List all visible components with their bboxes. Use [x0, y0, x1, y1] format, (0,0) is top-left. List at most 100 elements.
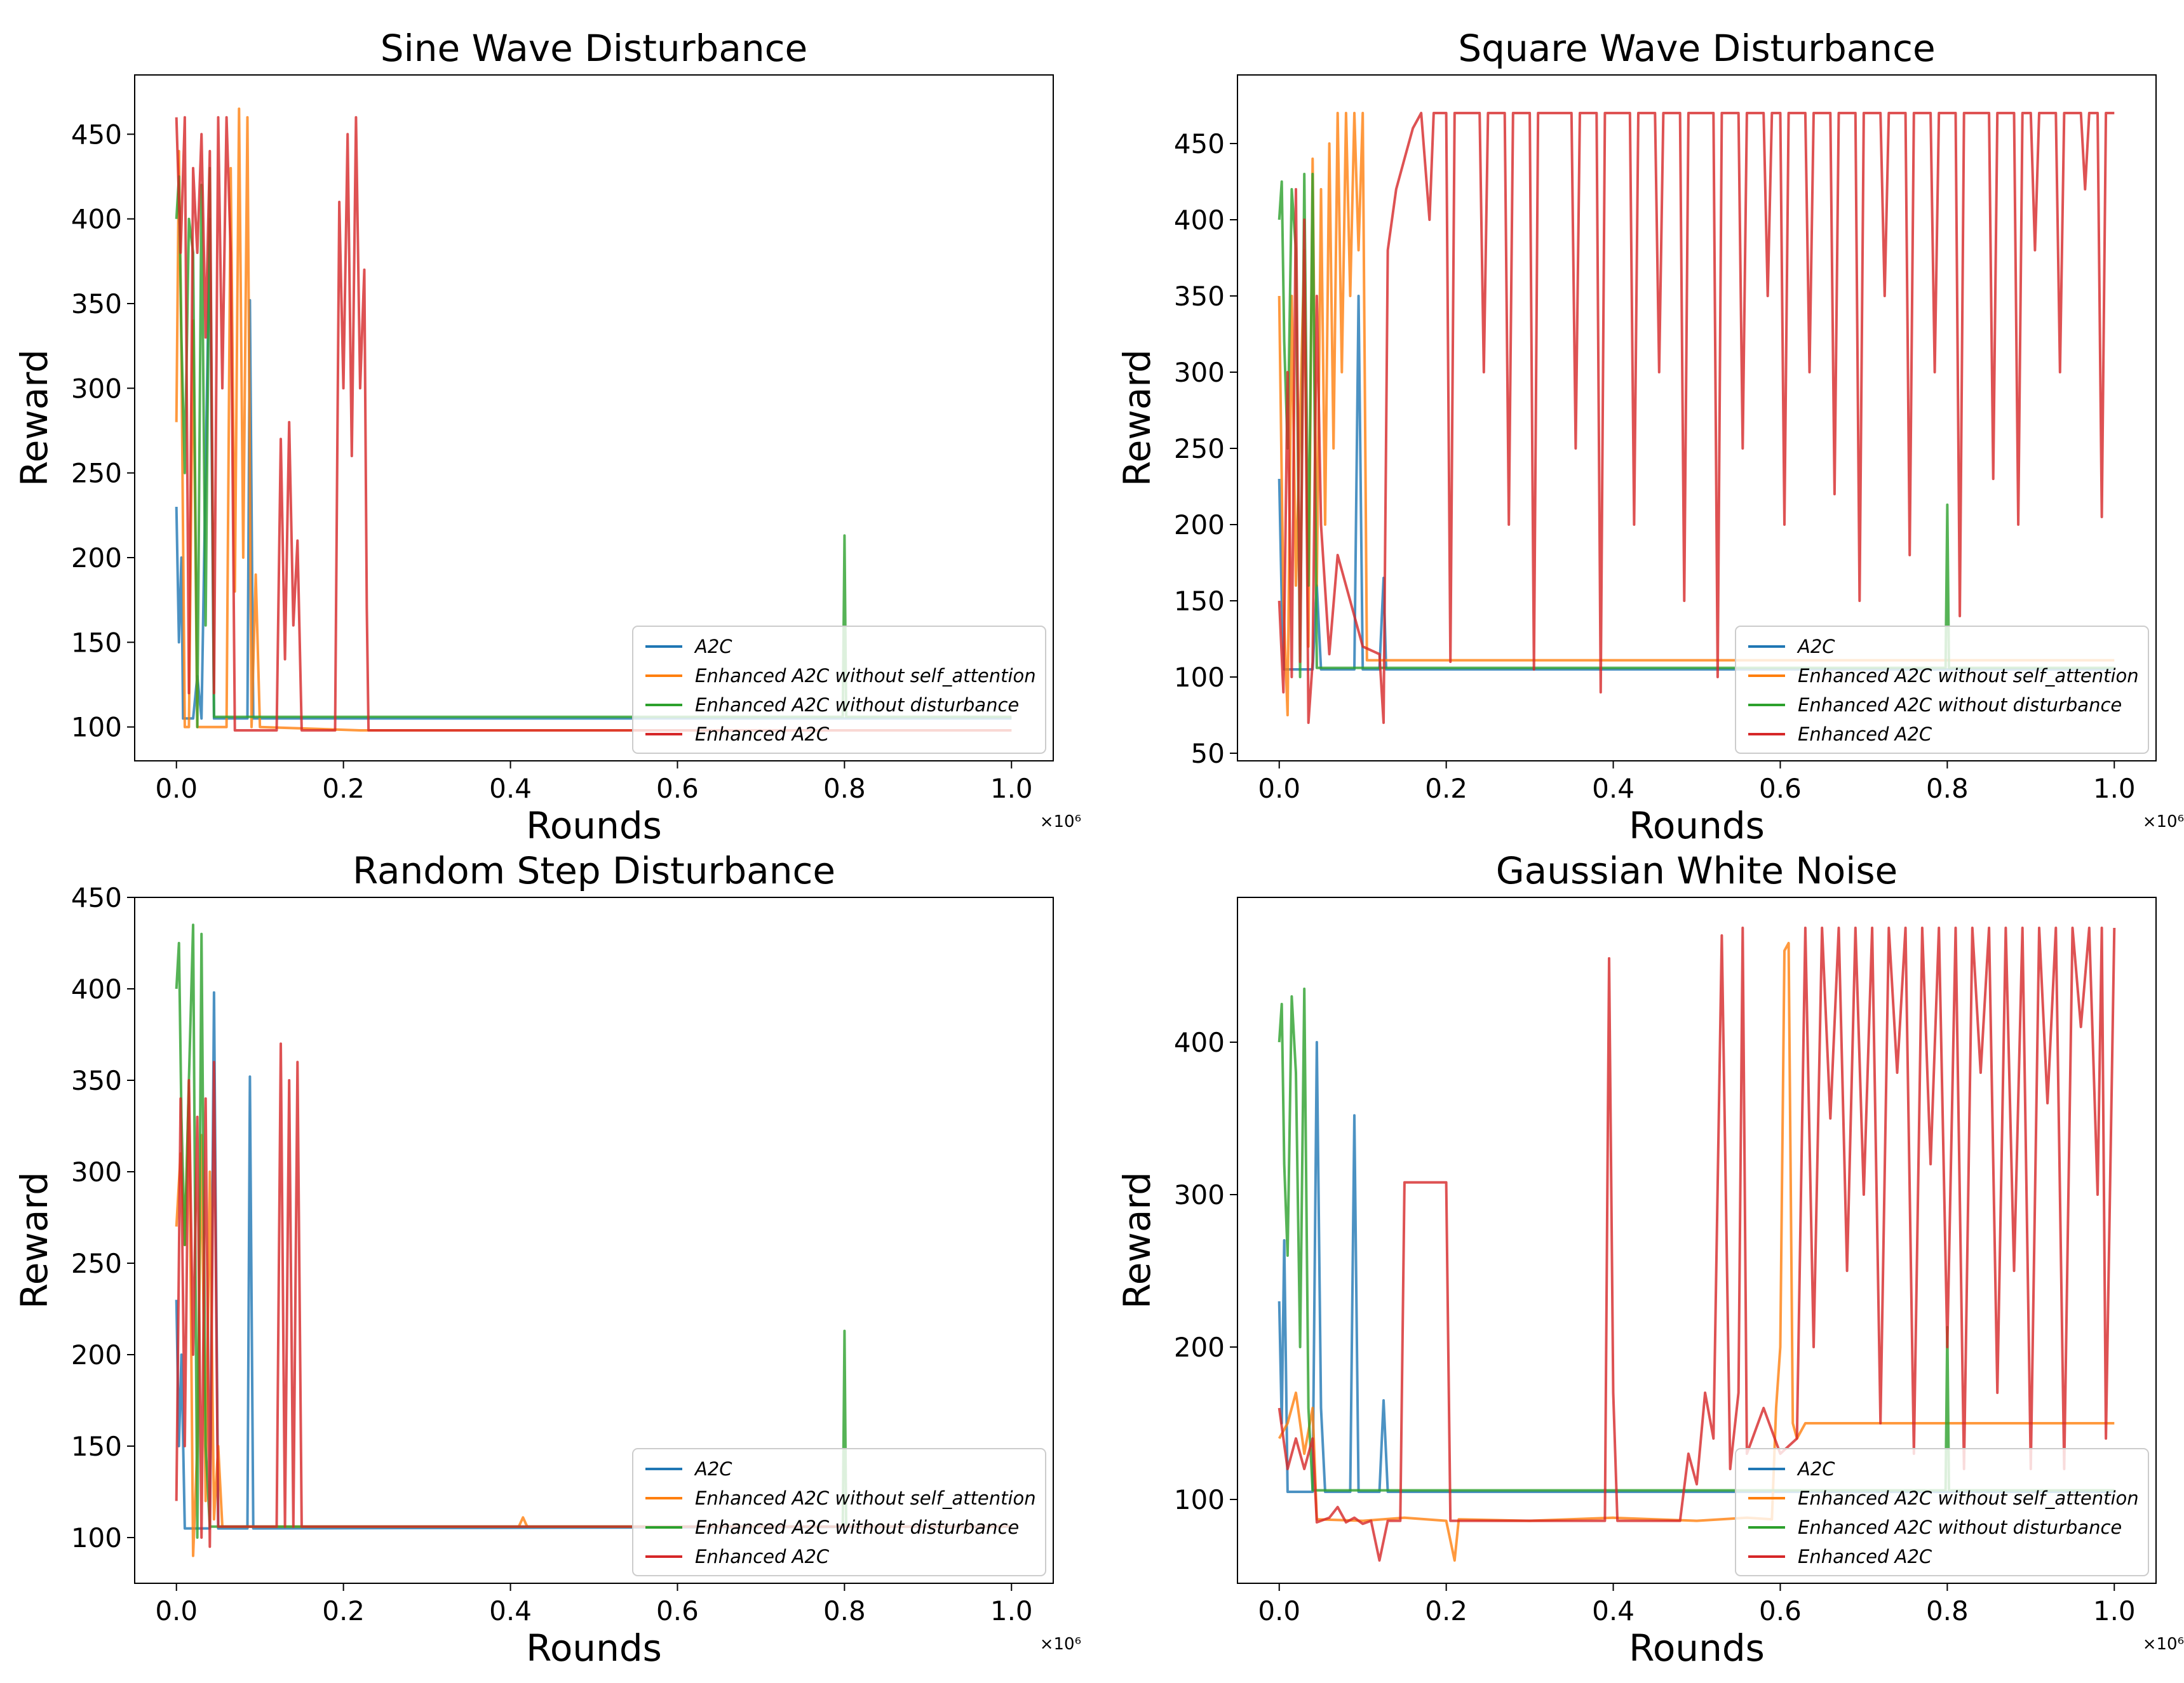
legend-label: Enhanced A2C without disturbance	[1798, 1517, 2122, 1538]
x-tick-label: 0.2	[1425, 1595, 1467, 1626]
y-tick-label: 400	[1174, 205, 1225, 236]
y-tick-label: 150	[71, 1431, 122, 1462]
y-tick-label: 200	[1174, 1332, 1225, 1363]
x-tick-label: 0.2	[322, 1595, 365, 1626]
chart-panel-4: 0.0 0.2 0.4 0.6 0.8 1.0 100 200 300 400 Gaussian W…	[1116, 849, 2184, 1670]
legend-box	[1735, 626, 2149, 754]
x-tick-label: 1.0	[2093, 773, 2136, 804]
legend-label: A2C	[694, 636, 732, 657]
legend-label: A2C	[1796, 1458, 1835, 1480]
series-group	[1277, 112, 2115, 724]
x-tick-label: 0.4	[489, 773, 532, 804]
legend-box	[632, 626, 1046, 754]
legend-label: Enhanced A2C without self_attention	[695, 665, 1036, 687]
y-tick-label: 100	[71, 712, 122, 743]
series-line-3	[1277, 173, 2115, 678]
y-tick-label: 250	[71, 458, 122, 489]
y-tick-label: 450	[71, 882, 122, 913]
x-tick-label: 0.4	[1592, 773, 1635, 804]
x-tick-label: 0.0	[155, 773, 198, 804]
legend: A2C Enhanced A2C without self_attention En…	[1735, 626, 2149, 754]
x-axis-multiplier: ×10⁶	[2143, 812, 2184, 831]
y-tick-label: 450	[1174, 128, 1225, 159]
x-tick-label: 0.8	[1926, 1595, 1969, 1626]
series-line-4	[175, 116, 1012, 732]
y-axis-label: Reward	[1116, 1172, 1159, 1309]
plot-frame	[1237, 897, 2157, 1584]
chart-panel-1: 0.0 0.2 0.4 0.6 0.8 1.0 100 150 200 250 300 350 400 4…	[13, 27, 1081, 847]
x-axis-label: Rounds	[1629, 804, 1765, 847]
y-tick-label: 200	[71, 1339, 122, 1371]
legend-label: Enhanced A2C	[1798, 1546, 1932, 1567]
y-tick-label: 400	[71, 974, 122, 1005]
legend-label: Enhanced A2C	[695, 723, 830, 745]
legend-label: Enhanced A2C without disturbance	[695, 694, 1019, 716]
y-axis-label: Reward	[13, 349, 56, 486]
series-line-1	[1277, 295, 2115, 671]
x-axis-label: Rounds	[526, 1626, 662, 1670]
legend-box	[1735, 1448, 2149, 1576]
series-line-4	[1277, 927, 2116, 1562]
legend: A2C Enhanced A2C without self_attention En…	[1735, 1448, 2149, 1576]
y-tick-label: 350	[71, 1065, 122, 1096]
y-tick-label: 400	[1174, 1027, 1225, 1058]
x-tick-label: 0.8	[1926, 773, 1969, 804]
x-tick-label: 0.0	[155, 1595, 198, 1626]
x-tick-label: 0.6	[1759, 1595, 1802, 1626]
x-axis-label: Rounds	[526, 804, 662, 847]
y-tick-label: 350	[1174, 281, 1225, 312]
series-line-1	[175, 991, 1012, 1530]
x-tick-label: 0.0	[1258, 773, 1300, 804]
plot-frame	[1237, 74, 2157, 761]
y-tick-label: 50	[1191, 738, 1225, 769]
y-tick-label: 100	[1174, 662, 1225, 693]
y-tick-label: 150	[1174, 586, 1225, 617]
y-tick-label: 450	[71, 119, 122, 150]
x-tick-label: 0.0	[1258, 1595, 1300, 1626]
x-tick-label: 0.6	[1759, 773, 1802, 804]
plot-frame	[134, 74, 1054, 761]
legend-label: A2C	[694, 1458, 732, 1480]
plot-frame	[134, 897, 1054, 1584]
x-tick-label: 0.2	[1425, 773, 1467, 804]
chart-title: Sine Wave Disturbance	[381, 27, 807, 70]
chart-title: Gaussian White Noise	[1496, 849, 1898, 892]
series-group	[175, 923, 1012, 1557]
y-tick-label: 250	[71, 1248, 122, 1279]
series-group	[1277, 927, 2116, 1562]
chart-panel-3: 0.0 0.2 0.4 0.6 0.8 1.0 100 150 200 250 300 350 400 4…	[13, 849, 1081, 1670]
legend: A2C Enhanced A2C without self_attention En…	[632, 1448, 1046, 1576]
y-tick-label: 400	[71, 204, 122, 235]
y-axis-label: Reward	[1116, 349, 1159, 486]
x-axis-multiplier: ×10⁶	[1040, 1635, 1081, 1654]
series-line-3	[1277, 988, 2115, 1492]
legend-label: Enhanced A2C without self_attention	[695, 1487, 1036, 1509]
x-tick-label: 0.2	[322, 773, 365, 804]
legend-label: Enhanced A2C without disturbance	[1798, 694, 2122, 716]
chart-title: Random Step Disturbance	[353, 849, 835, 892]
y-tick-label: 100	[71, 1522, 122, 1553]
y-tick-label: 200	[1174, 509, 1225, 540]
y-tick-label: 150	[71, 627, 122, 658]
x-axis-multiplier: ×10⁶	[2143, 1635, 2184, 1654]
legend-label: Enhanced A2C	[695, 1546, 830, 1567]
x-axis-multiplier: ×10⁶	[1040, 812, 1081, 831]
series-line-1	[1277, 1041, 2115, 1493]
x-tick-label: 0.6	[656, 773, 699, 804]
chart-panel-2: 0.0 0.2 0.4 0.6 0.8 1.0 50 100 150 200 250 300 350 40…	[1116, 27, 2184, 847]
x-tick-label: 0.8	[823, 1595, 866, 1626]
x-tick-label: 1.0	[2093, 1595, 2136, 1626]
x-tick-label: 0.6	[656, 1595, 699, 1626]
y-tick-label: 100	[1174, 1484, 1225, 1515]
series-line-4	[175, 1042, 1012, 1548]
legend-box	[632, 1448, 1046, 1576]
y-tick-label: 250	[1174, 433, 1225, 464]
series-group	[175, 107, 1012, 732]
legend-label: Enhanced A2C without self_attention	[1798, 665, 2139, 687]
x-axis-label: Rounds	[1629, 1626, 1765, 1670]
legend-label: Enhanced A2C without self_attention	[1798, 1487, 2139, 1509]
y-tick-label: 300	[71, 373, 122, 404]
series-line-4	[1277, 112, 2115, 724]
x-tick-label: 0.4	[1592, 1595, 1635, 1626]
